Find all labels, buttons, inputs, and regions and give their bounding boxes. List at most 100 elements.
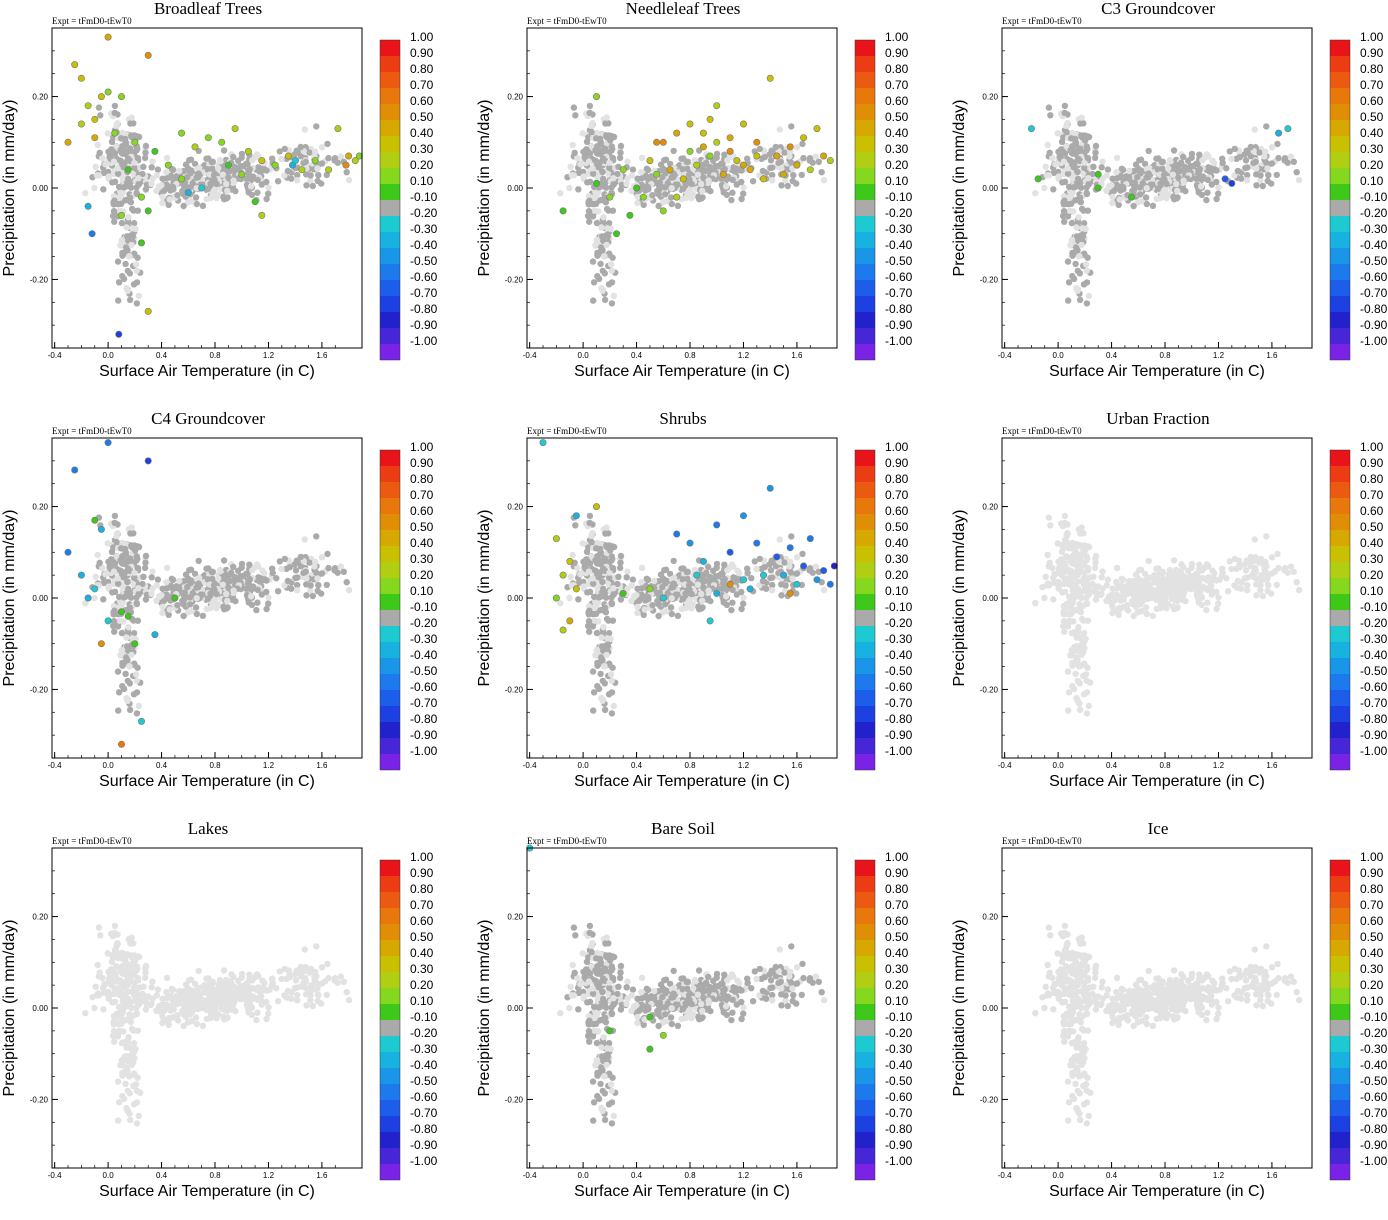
scatter-point-bg	[200, 613, 206, 619]
scatter-point	[800, 135, 806, 141]
colorbar-swatch	[855, 40, 875, 56]
scatter-point-bg	[253, 607, 259, 613]
scatter-point-bg	[707, 574, 713, 580]
scatter-point-bg	[799, 141, 805, 147]
scatter-point-bg	[148, 591, 154, 597]
x-tick-label: 1.6	[1266, 351, 1278, 360]
scatter-point-bg	[91, 185, 97, 191]
scatter-point-bg	[127, 195, 133, 201]
colorbar-swatch	[380, 216, 400, 232]
colorbar-label: -0.80	[885, 712, 913, 726]
scatter-point-bg	[740, 594, 746, 600]
scatter-point-bg	[571, 104, 577, 110]
colorbar-label: -0.80	[410, 712, 438, 726]
scatter-point-bg	[1144, 185, 1150, 191]
colorbar-swatch	[1330, 690, 1350, 706]
scatter-point	[178, 176, 184, 182]
scatter-point-bg	[1143, 194, 1149, 200]
scatter-point-bg	[794, 144, 800, 150]
y-tick-label: -0.20	[980, 685, 999, 694]
scatter-point-bg	[303, 569, 309, 575]
scatter-point-bg	[586, 219, 592, 225]
colorbar-swatch	[1330, 754, 1350, 770]
scatter-point-bg	[254, 190, 260, 196]
scatter-point-bg	[246, 562, 252, 568]
scatter-point-bg	[1220, 160, 1226, 166]
scatter-point-bg	[1185, 158, 1191, 164]
scatter-point-bg	[341, 569, 347, 575]
scatter-point-bg	[1155, 596, 1161, 602]
colorbar-swatch	[1330, 642, 1350, 658]
scatter-point-bg	[1182, 574, 1188, 580]
scatter-point-bg	[1198, 183, 1204, 189]
scatter-point-bg	[135, 585, 141, 591]
x-tick-label: 0.8	[209, 351, 221, 360]
scatter-point-bg	[698, 195, 704, 201]
scatter-point-bg	[760, 168, 766, 174]
colorbar-swatch	[380, 594, 400, 610]
colorbar-swatch	[380, 482, 400, 498]
scatter-point-bg	[1157, 195, 1163, 201]
scatter-point-bg	[1215, 601, 1221, 607]
scatter-point-bg	[97, 112, 103, 118]
scatter-point-bg	[740, 191, 746, 197]
scatter-point-bg	[1225, 588, 1231, 594]
scatter-point-bg	[318, 590, 324, 596]
scatter-point-bg	[223, 195, 229, 201]
scatter-point-bg	[588, 129, 594, 135]
colorbar-swatch	[855, 168, 875, 184]
colorbar-swatch	[855, 344, 875, 360]
expt-annotation: Expt = tFmD0-tEwT0	[52, 426, 132, 436]
scatter-point-bg	[604, 524, 610, 530]
scatter-point-bg	[288, 176, 294, 182]
scatter-point	[687, 148, 693, 154]
scatter-point	[760, 176, 766, 182]
scatter-point-bg	[655, 613, 661, 619]
scatter-point-bg	[698, 605, 704, 611]
scatter-point-bg	[596, 164, 602, 170]
colorbar-label: 0.40	[1360, 126, 1384, 140]
scatter-point-bg	[115, 707, 121, 713]
colorbar-label: 0.30	[1360, 142, 1384, 156]
scatter-point	[740, 577, 746, 583]
colorbar-label: 0.90	[885, 46, 909, 60]
scatter-point-bg	[1047, 112, 1053, 118]
scatter-point-bg	[1075, 156, 1081, 162]
scatter-point-bg	[1041, 595, 1047, 601]
scatter-point	[343, 162, 349, 168]
scatter-point-bg	[127, 270, 133, 276]
scatter-point-bg	[112, 513, 118, 519]
scatter-point-bg	[1196, 172, 1202, 178]
colorbar-swatch	[1330, 248, 1350, 264]
scatter-point-bg	[762, 564, 768, 570]
scatter-point-bg	[721, 189, 727, 195]
scatter-point-bg	[294, 574, 300, 580]
scatter-point-bg	[586, 618, 592, 624]
scatter-point-bg	[111, 208, 117, 214]
colorbar-label: 0.70	[1360, 78, 1384, 92]
colorbar-label: 0.20	[410, 568, 434, 582]
scatter-point-bg	[129, 524, 135, 530]
scatter-point-bg	[675, 613, 681, 619]
scatter-point-bg	[1061, 618, 1067, 624]
scatter-point-bg	[572, 112, 578, 118]
y-tick-label: 0.00	[32, 184, 48, 193]
colorbar-swatch	[855, 216, 875, 232]
colorbar-label: 0.60	[410, 504, 434, 518]
scatter-point-bg	[1062, 103, 1068, 109]
colorbar-label: -0.40	[410, 238, 438, 252]
scatter-point-bg	[207, 605, 213, 611]
colorbar-label: 0.80	[410, 62, 434, 76]
scatter-point-bg	[649, 602, 655, 608]
scatter-point-bg	[115, 258, 121, 264]
scatter-point	[820, 153, 826, 159]
colorbar-label: -0.40	[885, 648, 913, 662]
scatter-point	[747, 586, 753, 592]
scatter-point-bg	[1209, 568, 1215, 574]
scatter-point-bg	[610, 585, 616, 591]
colorbar-label: -0.30	[885, 632, 913, 646]
colorbar-label: 0.30	[410, 552, 434, 566]
scatter-point-bg	[265, 601, 271, 607]
scatter-point-bg	[1137, 184, 1143, 190]
scatter-point	[714, 139, 720, 145]
